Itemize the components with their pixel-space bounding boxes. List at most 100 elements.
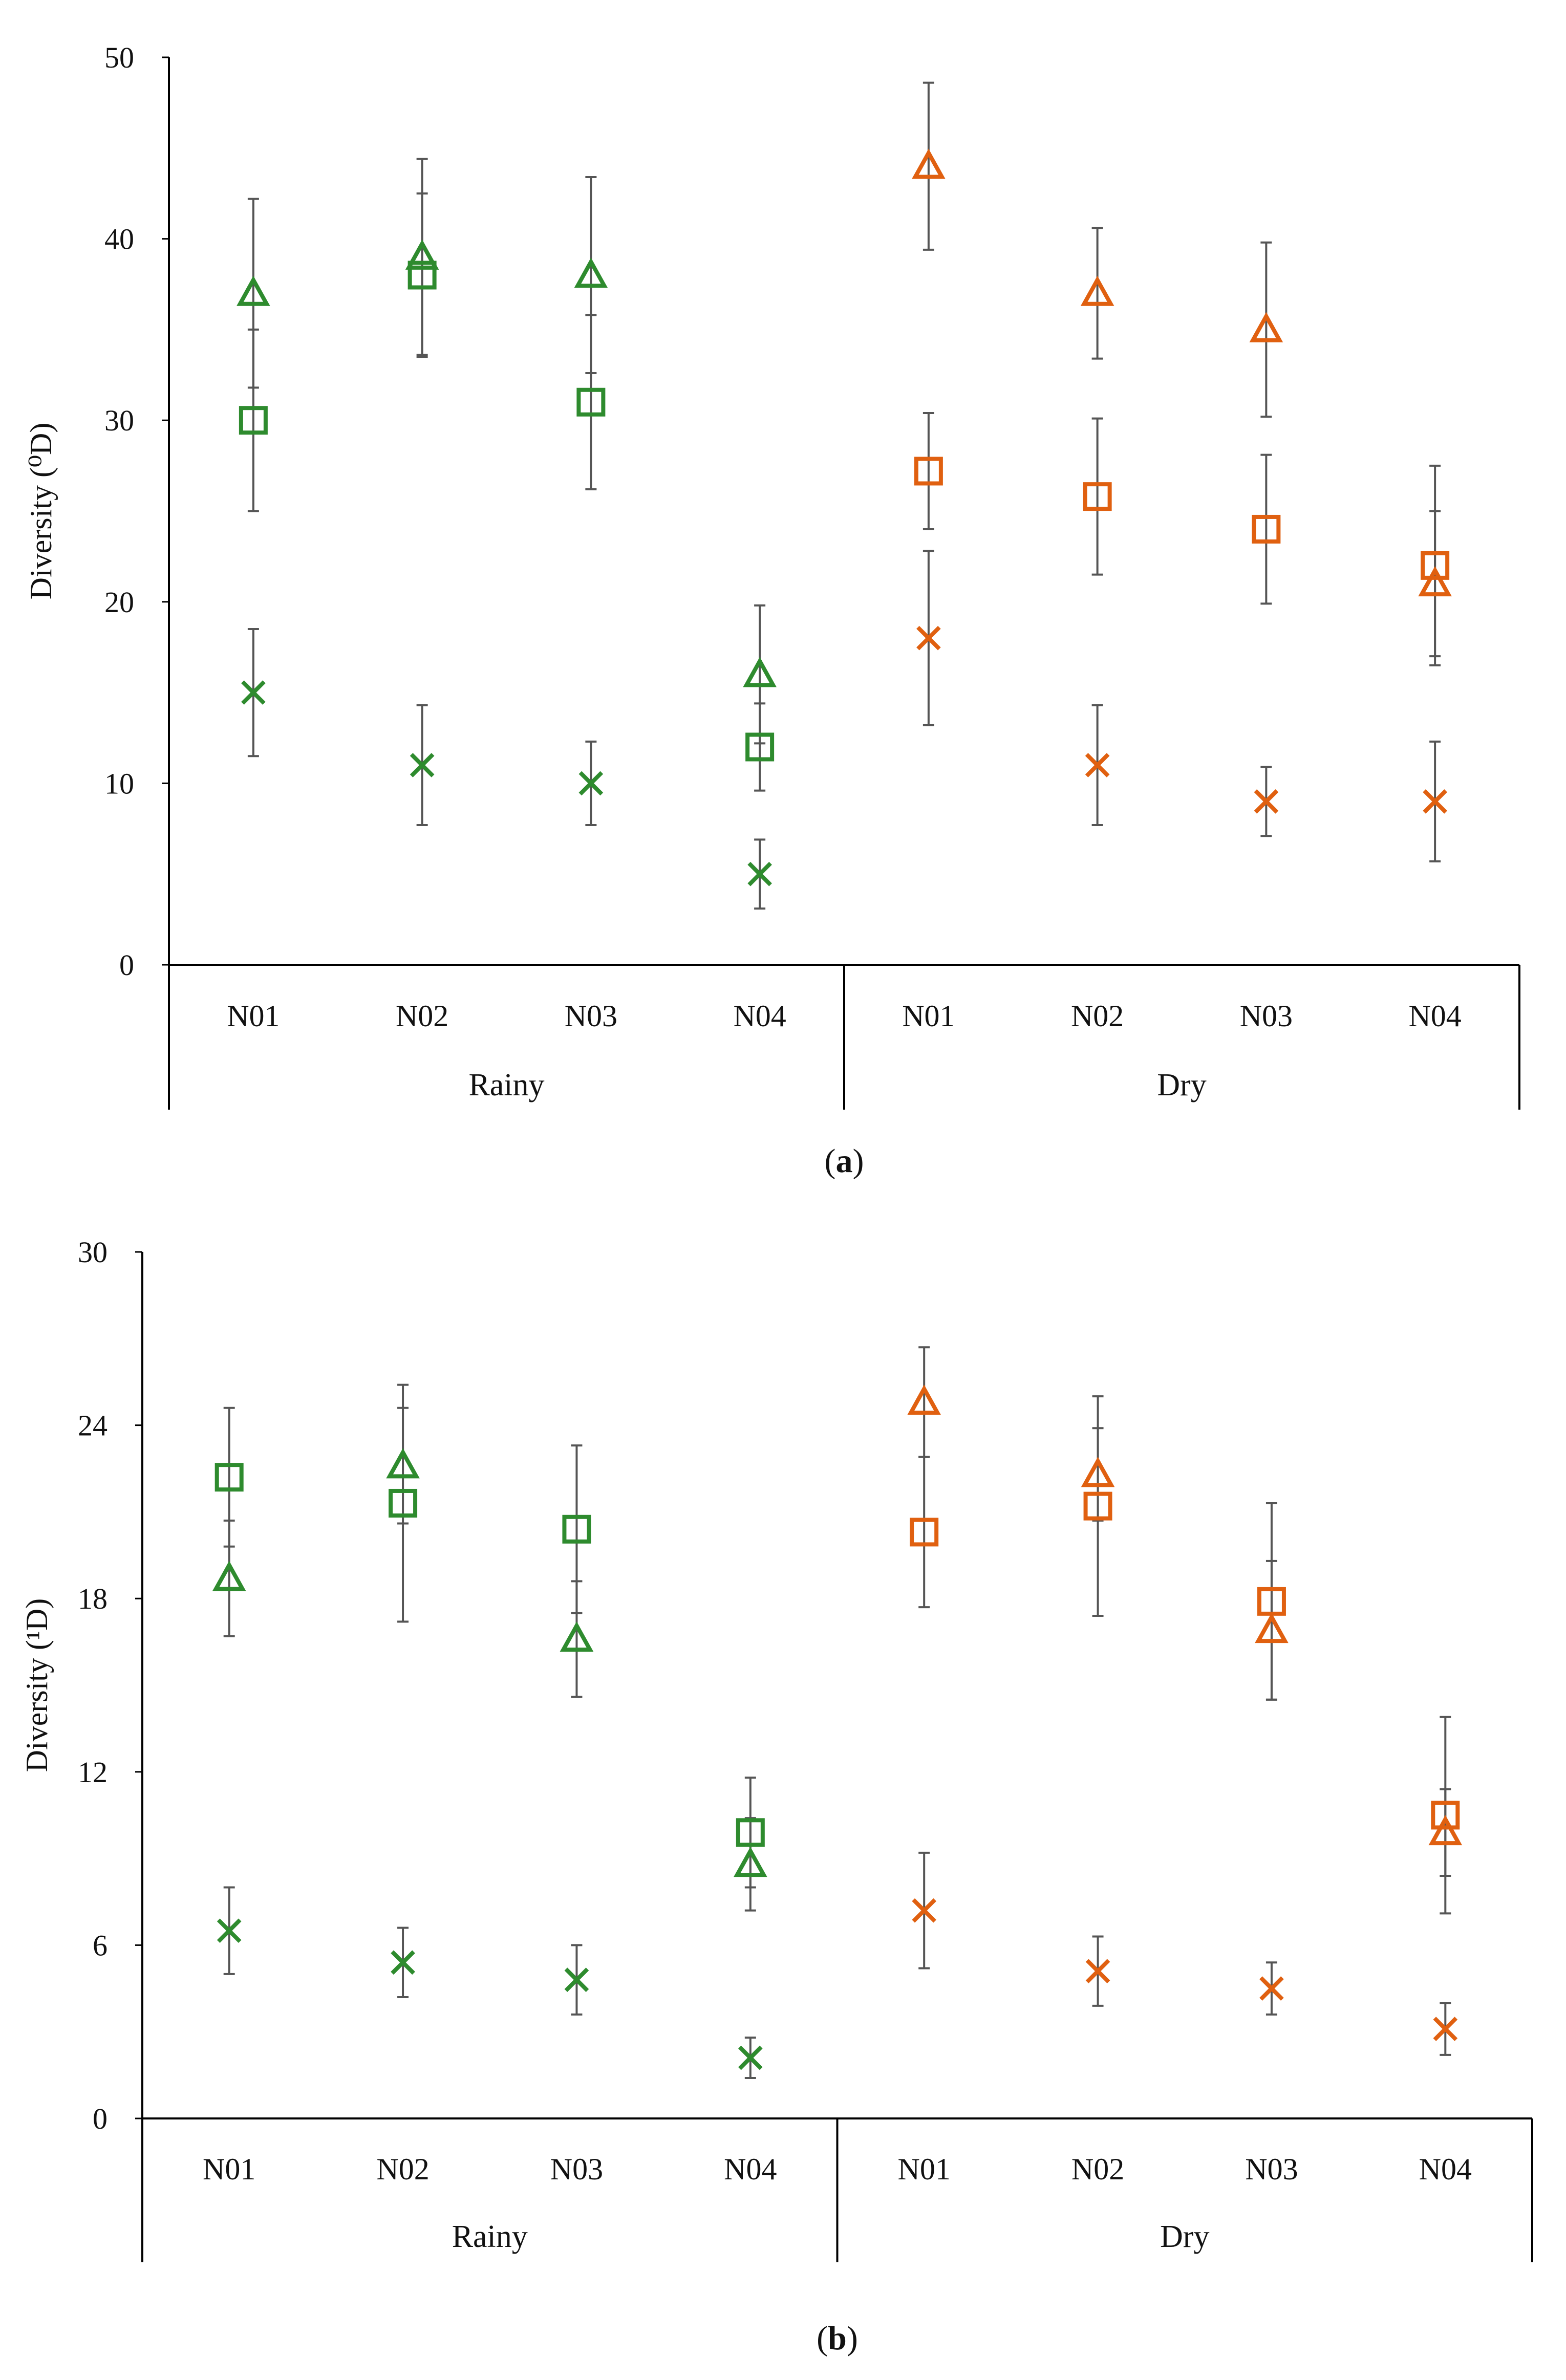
x-marker-stroke bbox=[391, 1950, 415, 1975]
triangle-marker bbox=[912, 148, 946, 179]
chart-panel-b: 0 6 12 18 24 30 Diversity (¹D) N01 N02 N03 N04 N01 N… bbox=[20, 1236, 1533, 2357]
square-marker bbox=[407, 261, 437, 290]
group-label: Rainy bbox=[468, 1068, 544, 1102]
x-tick-label: N01 bbox=[203, 2152, 255, 2186]
y-tick-label: 24 bbox=[78, 1409, 108, 1442]
triangle-marker bbox=[1428, 1815, 1463, 1846]
square-marker bbox=[562, 1514, 591, 1544]
x-marker bbox=[916, 625, 941, 651]
x-tick-label: N02 bbox=[1071, 999, 1124, 1033]
x-marker bbox=[1254, 789, 1279, 814]
y-tick-label: 40 bbox=[104, 223, 134, 256]
x-tick-label: N01 bbox=[902, 999, 955, 1033]
square-marker bbox=[1431, 1801, 1460, 1830]
x-marker bbox=[912, 1898, 937, 1923]
group-label: Rainy bbox=[452, 2219, 528, 2254]
y-tick-label: 0 bbox=[119, 948, 134, 982]
x-marker bbox=[217, 1918, 242, 1943]
y-tick-label: 20 bbox=[104, 586, 134, 619]
x-marker bbox=[1423, 789, 1447, 814]
triangle-marker bbox=[212, 1561, 246, 1591]
x-marker bbox=[241, 680, 266, 705]
x-marker-stroke bbox=[564, 1967, 589, 1992]
x-marker bbox=[391, 1950, 415, 1975]
x-marker bbox=[1259, 1976, 1284, 2001]
x-marker-stroke bbox=[1259, 1976, 1284, 2001]
x-marker-stroke bbox=[738, 2045, 763, 2070]
triangle-marker bbox=[237, 275, 270, 306]
chart-panel-a: 0 10 20 30 40 50 Diversity (⁰D) N01 N02 N03 N04 N01… bbox=[24, 41, 1520, 1180]
y-tick-label: 30 bbox=[78, 1236, 108, 1269]
triangle-marker bbox=[1249, 312, 1283, 342]
x-tick-label: N01 bbox=[227, 999, 280, 1033]
x-marker-stroke bbox=[916, 625, 941, 651]
y-tick-label: 50 bbox=[104, 41, 134, 74]
x-marker-stroke bbox=[747, 861, 772, 886]
panel-caption: (a) bbox=[825, 1142, 864, 1180]
x-marker bbox=[747, 861, 772, 886]
y-axis-label: Diversity (¹D) bbox=[20, 1598, 54, 1772]
square-marker bbox=[214, 1463, 244, 1492]
x-marker-stroke bbox=[1254, 789, 1279, 814]
triangle-marker bbox=[386, 1448, 420, 1479]
triangle-marker bbox=[743, 657, 777, 687]
square-marker bbox=[389, 1488, 418, 1518]
y-tick-label: 12 bbox=[78, 1756, 108, 1789]
square-marker bbox=[576, 387, 606, 417]
x-marker bbox=[410, 753, 435, 777]
x-marker-stroke bbox=[912, 1898, 937, 1923]
y-tick-label: 0 bbox=[93, 2102, 108, 2135]
group-label: Dry bbox=[1160, 2219, 1209, 2254]
x-tick-label: N03 bbox=[565, 999, 617, 1033]
x-marker-stroke bbox=[217, 1918, 242, 1943]
x-marker-stroke bbox=[1085, 753, 1110, 777]
x-marker-stroke bbox=[1085, 1959, 1110, 1984]
panel-caption-letter: b bbox=[828, 2320, 847, 2357]
group-label: Dry bbox=[1157, 1068, 1206, 1102]
y-tick-label: 6 bbox=[93, 1929, 108, 1962]
triangle-marker bbox=[405, 239, 439, 270]
square-marker bbox=[1421, 551, 1450, 580]
square-marker bbox=[1083, 482, 1112, 511]
y-tick-label: 18 bbox=[78, 1582, 108, 1615]
x-tick-label: N04 bbox=[724, 2152, 777, 2186]
triangle-marker bbox=[907, 1384, 941, 1415]
y-tick-label: 30 bbox=[104, 404, 134, 437]
x-marker-stroke bbox=[578, 771, 604, 796]
x-tick-label: N02 bbox=[1071, 2152, 1124, 2186]
square-marker bbox=[239, 406, 268, 435]
triangle-marker bbox=[1255, 1613, 1289, 1643]
square-marker bbox=[736, 1818, 765, 1847]
x-tick-label: N03 bbox=[550, 2152, 603, 2186]
square-marker bbox=[910, 1518, 939, 1547]
x-marker bbox=[1433, 2017, 1458, 2041]
x-marker bbox=[578, 771, 604, 796]
x-marker bbox=[564, 1967, 589, 1992]
x-tick-label: N04 bbox=[733, 999, 786, 1033]
triangle-marker bbox=[574, 257, 608, 288]
triangle-marker bbox=[1418, 566, 1452, 597]
square-marker bbox=[1252, 514, 1281, 544]
x-tick-label: N04 bbox=[1419, 2152, 1472, 2186]
x-tick-label: N03 bbox=[1245, 2152, 1298, 2186]
x-marker bbox=[1085, 1959, 1110, 1984]
y-axis-label: Diversity (⁰D) bbox=[24, 423, 58, 600]
x-marker-stroke bbox=[1433, 2017, 1458, 2041]
panel-caption: (b) bbox=[817, 2320, 858, 2357]
x-tick-label: N02 bbox=[396, 999, 448, 1033]
x-tick-label: N03 bbox=[1240, 999, 1293, 1033]
x-marker-stroke bbox=[241, 680, 266, 705]
triangle-marker bbox=[1081, 1457, 1115, 1487]
x-tick-label: N02 bbox=[376, 2152, 429, 2186]
x-tick-label: N01 bbox=[898, 2152, 951, 2186]
x-marker bbox=[1085, 753, 1110, 777]
square-marker bbox=[1083, 1491, 1112, 1521]
triangle-marker bbox=[734, 1847, 767, 1877]
x-marker-stroke bbox=[1423, 789, 1447, 814]
x-tick-label: N04 bbox=[1408, 999, 1461, 1033]
square-marker bbox=[745, 732, 775, 762]
panel-caption-letter: a bbox=[836, 1142, 853, 1180]
triangle-marker bbox=[1080, 275, 1114, 306]
square-marker bbox=[1257, 1587, 1286, 1616]
